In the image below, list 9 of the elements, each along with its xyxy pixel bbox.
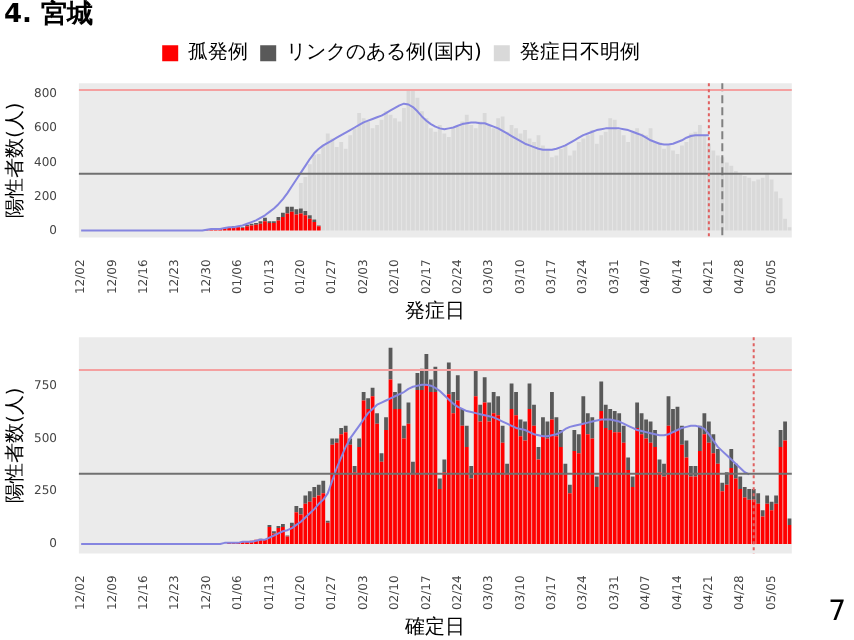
text: 7 bbox=[828, 596, 846, 628]
legend-label: 孤発例 bbox=[188, 40, 249, 65]
x-axis-title: 確定日 bbox=[403, 615, 466, 640]
y-axis-title: 陽性者数(人) bbox=[3, 387, 28, 504]
chart-title: 4. 宮城 bbox=[4, 0, 94, 31]
legend-label: リンクのある例(国内) bbox=[286, 40, 482, 65]
y-axis-title: 陽性者数(人) bbox=[3, 102, 28, 219]
legend-label: 発症日不明例 bbox=[519, 40, 640, 65]
x-axis-title: 発症日 bbox=[405, 299, 466, 324]
